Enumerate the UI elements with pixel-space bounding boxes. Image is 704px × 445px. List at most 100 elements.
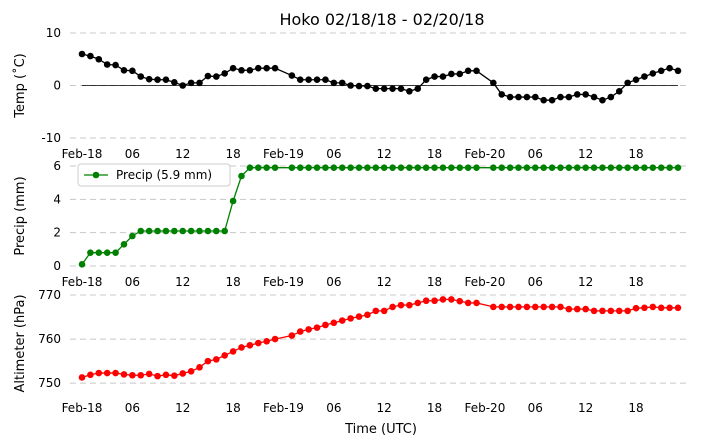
data-point: [145, 75, 153, 83]
data-point: [674, 67, 682, 75]
legend-box: [77, 163, 231, 187]
data-point: [506, 93, 514, 101]
data-point: [431, 164, 438, 171]
series-line: [81, 298, 678, 379]
data-point: [490, 303, 497, 311]
data-point: [221, 352, 229, 359]
data-point: [414, 164, 422, 171]
data-point: [431, 73, 438, 80]
data-point: [313, 324, 321, 331]
data-point: [590, 164, 598, 171]
data-point: [145, 227, 153, 235]
data-point: [288, 164, 296, 171]
y-tick-label: 2: [53, 226, 61, 240]
data-point: [196, 79, 203, 87]
data-point: [179, 227, 187, 235]
y-tick-label: 750: [38, 376, 61, 390]
data-point: [221, 70, 229, 77]
data-point: [254, 164, 262, 171]
data-point: [615, 87, 623, 95]
data-point: [103, 369, 111, 377]
data-point: [154, 76, 161, 84]
data-point: [87, 52, 94, 60]
x-tick-label: 06: [528, 147, 543, 161]
data-point: [338, 79, 346, 87]
data-point: [506, 164, 514, 171]
data-point: [213, 227, 220, 235]
data-point: [196, 364, 203, 371]
data-point: [338, 317, 346, 324]
data-point: [271, 64, 279, 72]
data-point: [439, 73, 447, 80]
data-point: [187, 367, 195, 375]
data-point: [649, 164, 657, 171]
data-point: [548, 164, 556, 171]
data-point: [171, 79, 178, 86]
x-tick-label: 18: [225, 401, 240, 415]
data-point: [607, 93, 615, 101]
data-point: [254, 64, 262, 72]
data-point: [78, 261, 86, 268]
data-point: [364, 311, 371, 319]
data-point: [641, 73, 648, 80]
data-point: [137, 227, 145, 235]
data-point: [607, 164, 615, 171]
x-tick-label: Feb-20: [464, 147, 505, 161]
data-point: [263, 164, 270, 171]
data-point: [456, 70, 464, 78]
data-point: [624, 307, 631, 315]
data-point: [531, 303, 539, 311]
data-point: [305, 164, 312, 171]
data-point: [179, 82, 187, 89]
x-tick-label: 06: [125, 147, 140, 161]
y-tick-label: 4: [53, 192, 61, 206]
data-point: [296, 164, 304, 171]
y-axis-label: Temp (˚C): [12, 53, 28, 119]
data-point: [347, 82, 354, 89]
panel-3: 750 760 770 Altimeter (hPa) Feb-18 06 12 18 Feb-…: [13, 288, 690, 415]
data-point: [120, 66, 128, 74]
y-tick-label: 10: [46, 26, 61, 40]
data-point: [229, 197, 237, 205]
data-point: [322, 76, 329, 84]
data-point: [313, 76, 321, 84]
x-tick-label: Feb-18: [62, 401, 103, 415]
data-point: [313, 164, 321, 171]
y-axis-label: Altimeter (hPa): [13, 294, 28, 392]
x-tick-label: Feb-18: [62, 147, 103, 161]
x-tick-label: 06: [528, 401, 543, 415]
data-point: [632, 304, 640, 312]
data-point: [573, 91, 581, 98]
data-point: [187, 79, 195, 87]
data-point: [573, 305, 581, 313]
y-axis-label: Precip (mm): [13, 176, 28, 255]
x-tick-label: Feb-19: [263, 147, 304, 161]
x-tick-label: Feb-20: [464, 275, 505, 289]
panel-1: -10 0 10 Temp (˚C) Feb-18 06 12 18 Feb-19 06 12 18 F…: [12, 26, 690, 161]
x-tick-label: 12: [377, 275, 392, 289]
y-tick-label: 0: [53, 259, 61, 273]
data-point: [674, 304, 682, 312]
data-point: [573, 164, 581, 171]
data-point: [473, 299, 480, 307]
data-point: [137, 73, 145, 80]
data-point: [129, 371, 136, 379]
data-point: [649, 70, 657, 77]
data-point: [246, 66, 254, 74]
data-point: [389, 85, 396, 92]
data-point: [238, 172, 245, 180]
data-point: [448, 164, 455, 171]
data-point: [506, 303, 514, 311]
data-point: [565, 93, 573, 101]
data-point: [456, 297, 464, 305]
data-point: [95, 369, 103, 377]
data-point: [422, 297, 430, 305]
data-point: [347, 315, 354, 322]
x-tick-label: 12: [175, 401, 190, 415]
data-point: [103, 249, 111, 256]
chart-title: Hoko 02/18/18 - 02/20/18: [279, 10, 484, 29]
y-tick-label: 770: [38, 288, 61, 302]
data-point: [464, 299, 472, 307]
data-point: [615, 307, 623, 315]
